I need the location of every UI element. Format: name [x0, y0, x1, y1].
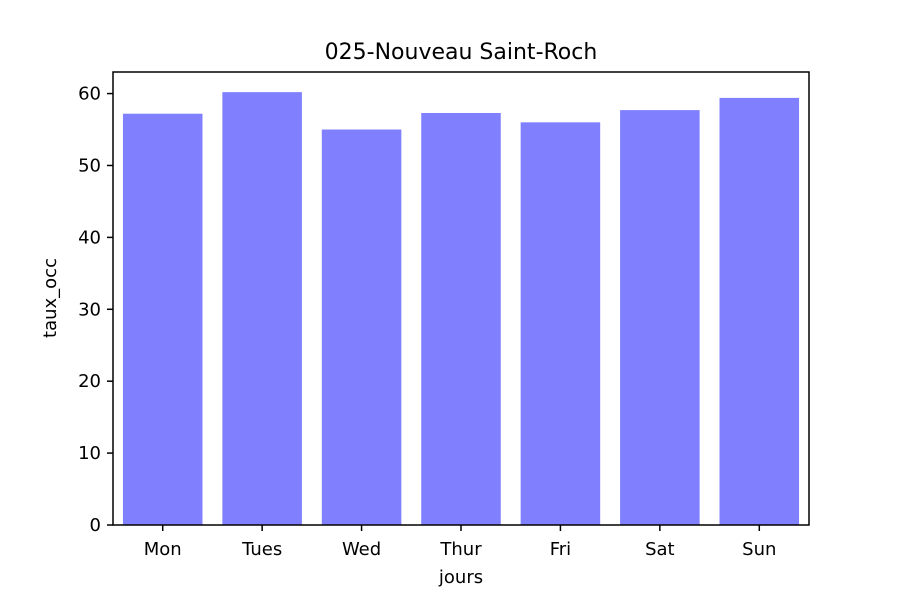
bar-tues [222, 92, 302, 525]
plot-area: 0 10 20 30 40 50 60 Mon Tues Wed Thur Fri Sat Sun [78, 71, 810, 560]
x-tick-label: Sat [645, 539, 675, 560]
bar-mon [122, 113, 203, 525]
x-tick-label: Wed [342, 539, 381, 560]
x-tick-label: Mon [144, 539, 182, 560]
y-tick-label: 50 [78, 155, 101, 176]
y-tick-label: 30 [78, 299, 101, 320]
y-tick-label: 10 [78, 443, 101, 464]
bar-fri [520, 122, 601, 525]
x-tick-label: Tues [241, 539, 282, 560]
y-tick-label: 40 [78, 227, 101, 248]
y-axis-ticks: 0 10 20 30 40 50 60 [78, 84, 113, 536]
bars-group [122, 92, 800, 525]
bar-wed [321, 129, 402, 525]
x-tick-label: Fri [550, 539, 571, 560]
bar-sun [719, 97, 800, 525]
y-tick-label: 60 [78, 84, 101, 105]
x-axis-ticks: Mon Tues Wed Thur Fri Sat Sun [144, 525, 776, 560]
y-axis-label: taux_occ [40, 258, 61, 338]
x-tick-label: Thur [439, 539, 482, 560]
bar-thur [421, 112, 501, 525]
y-tick-label: 20 [78, 371, 101, 392]
bar-sat [620, 110, 700, 525]
x-axis-label: jours [438, 567, 483, 588]
y-tick-label: 0 [90, 515, 101, 536]
x-tick-label: Sun [742, 539, 776, 560]
chart-title: 025-Nouveau Saint-Roch [325, 40, 598, 65]
